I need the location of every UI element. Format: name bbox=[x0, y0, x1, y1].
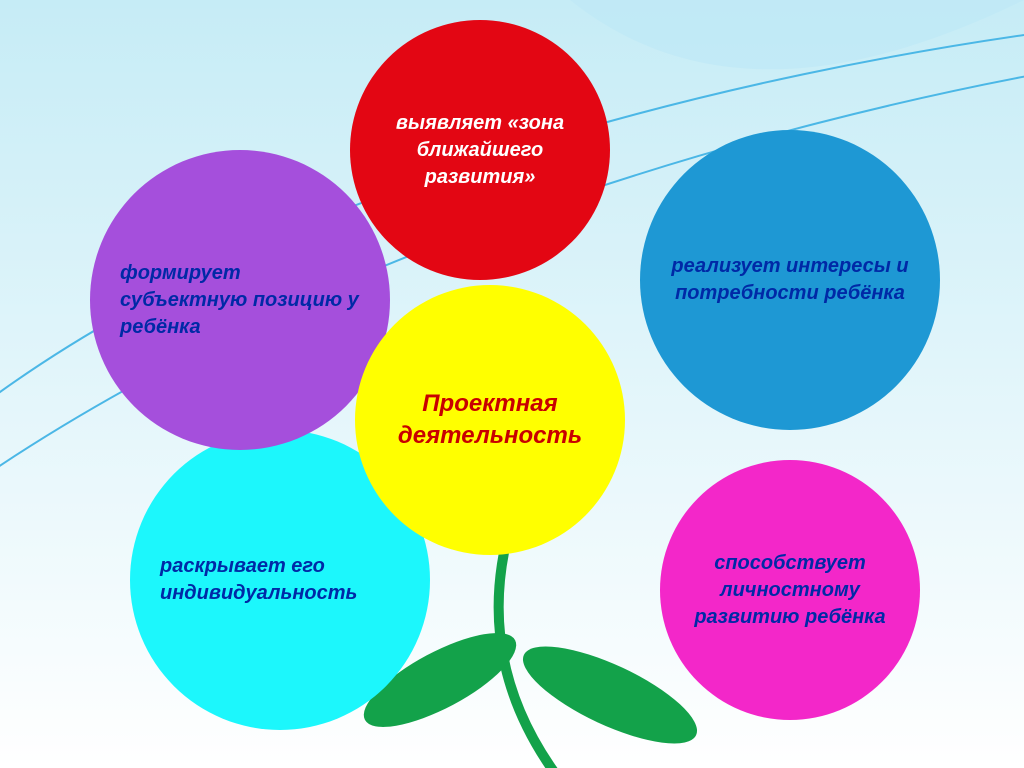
petal-left-upper-text: формирует субъектную позицию у ребёнка bbox=[90, 252, 390, 349]
petal-right-lower: способствует личностному развитию ребёнк… bbox=[660, 460, 920, 720]
diagram-canvas: выявляет «зона ближайшего развития» реал… bbox=[0, 0, 1024, 768]
petal-left-lower-text: раскрывает его индивидуальность bbox=[130, 545, 430, 615]
petal-top: выявляет «зона ближайшего развития» bbox=[350, 20, 610, 280]
petal-top-text: выявляет «зона ближайшего развития» bbox=[350, 102, 610, 199]
petal-left-upper: формирует субъектную позицию у ребёнка bbox=[90, 150, 390, 450]
petal-right-upper: реализует интересы и потребности ребёнка bbox=[640, 130, 940, 430]
petal-right-lower-text: способствует личностному развитию ребёнк… bbox=[660, 542, 920, 639]
center-text: Проектная деятельность bbox=[384, 380, 596, 461]
center-circle: Проектная деятельность bbox=[355, 285, 625, 555]
petal-right-upper-text: реализует интересы и потребности ребёнка bbox=[640, 245, 940, 315]
